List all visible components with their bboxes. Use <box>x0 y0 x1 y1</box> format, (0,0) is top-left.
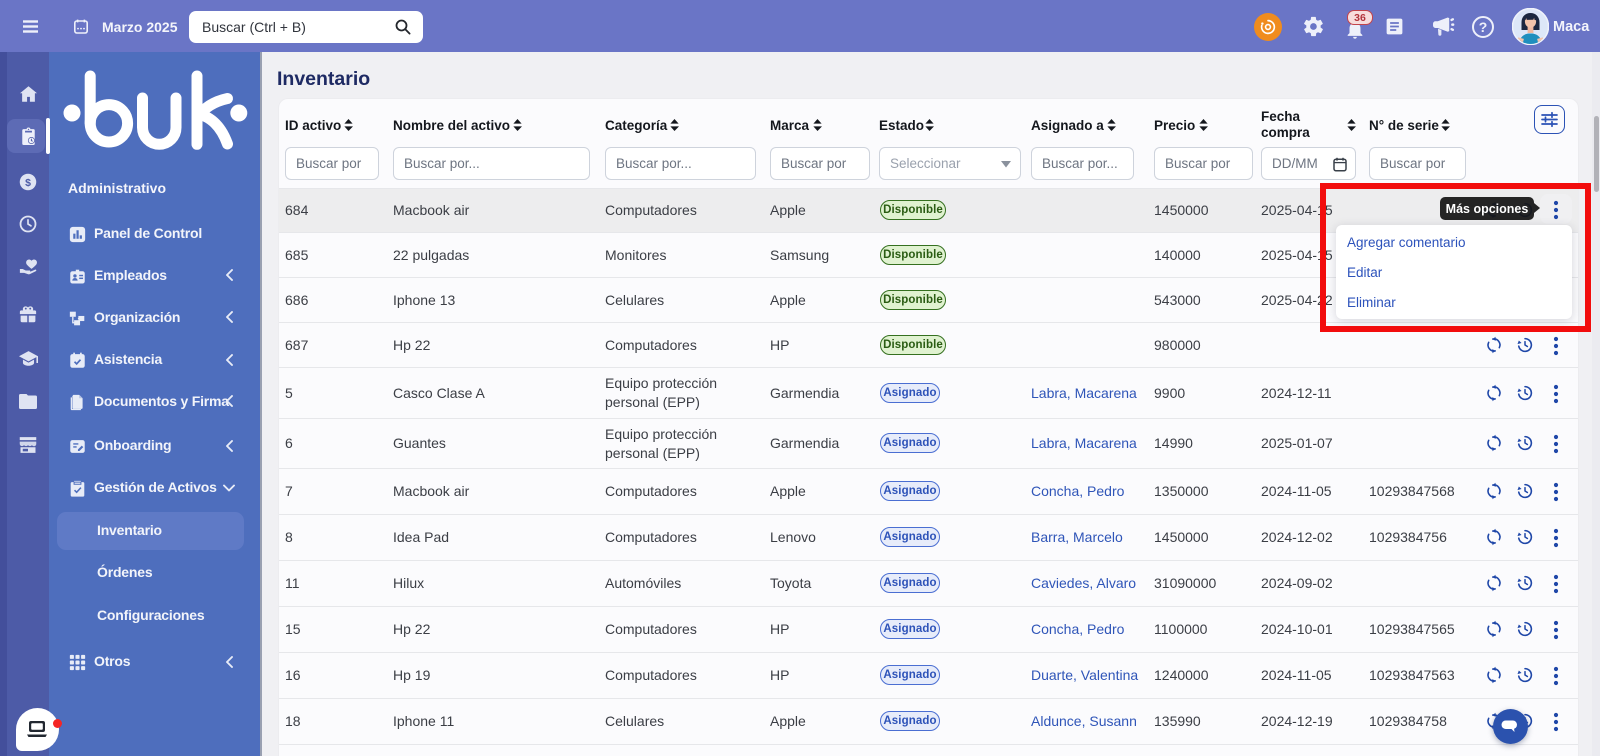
svg-text:$: $ <box>25 177 31 189</box>
